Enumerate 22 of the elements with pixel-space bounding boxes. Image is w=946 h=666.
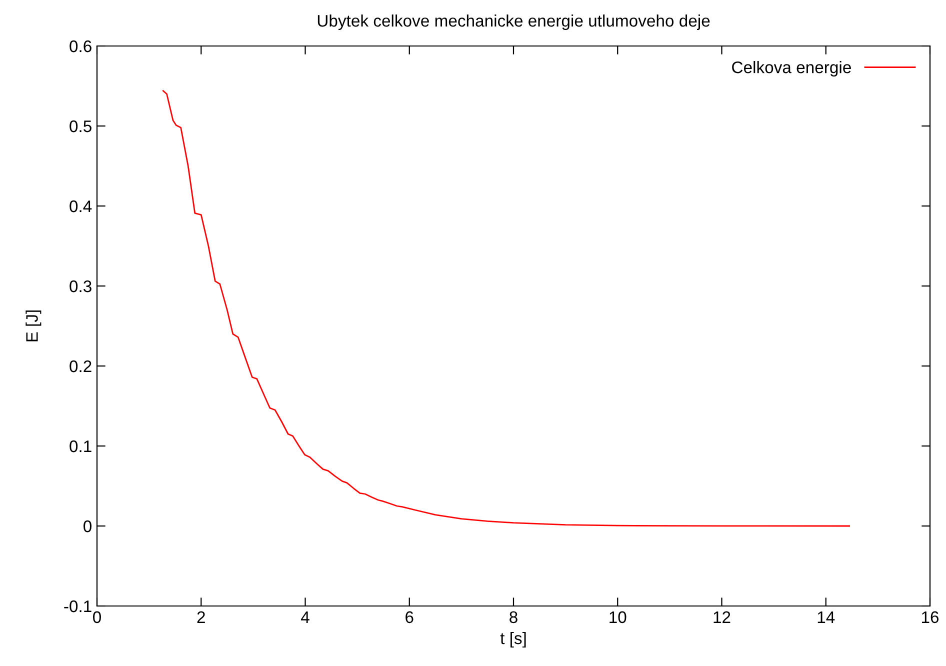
x-tick-label: 2: [197, 611, 205, 623]
x-tick-label: 12: [714, 611, 730, 623]
x-tick-label: 8: [510, 611, 518, 624]
y-tick-label: 0.2: [70, 360, 92, 372]
y-axis-title: E [J]: [26, 310, 42, 342]
y-tick-label: 0.3: [70, 280, 92, 292]
y-tick-label: 0.4: [70, 200, 92, 212]
y-tick-label: -0.1: [64, 600, 92, 612]
line-series: [162, 90, 850, 527]
x-tick-label: 14: [818, 611, 835, 623]
y-tick-label: 0.6: [70, 40, 92, 52]
x-tick-label: 10: [610, 611, 626, 624]
x-axis-title: t [s]: [500, 632, 526, 648]
x-tick-label: 0: [93, 611, 101, 624]
chart-title: Ubytek celkove mechanicke energie utlumoveho deje: [318, 14, 710, 30]
y-tick-label: 0.1: [70, 440, 92, 452]
legend-label: Celkova energie: [732, 61, 851, 77]
x-tick-label: 4: [301, 611, 310, 623]
x-tick-label: 16: [922, 611, 939, 624]
y-tick-label: 0.5: [70, 120, 92, 132]
y-tick-label: 0: [84, 520, 92, 532]
x-tick-label: 6: [406, 611, 414, 624]
